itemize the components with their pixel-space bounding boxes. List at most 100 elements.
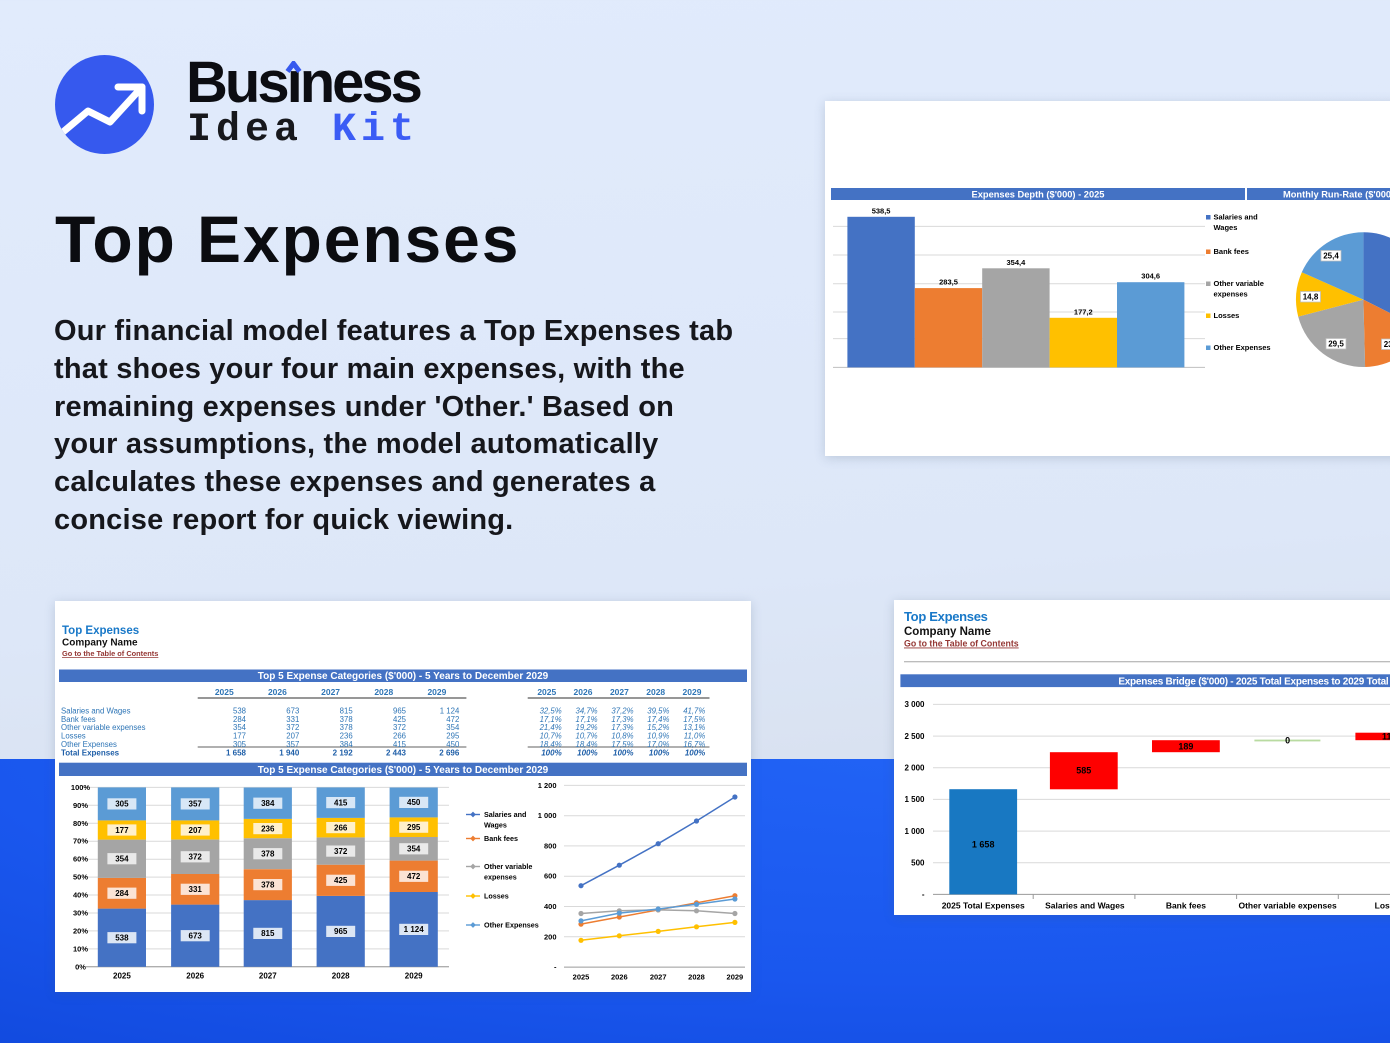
svg-text:2 000: 2 000: [904, 764, 925, 773]
svg-text:2025 Total Expenses: 2025 Total Expenses: [942, 901, 1025, 911]
svg-text:585: 585: [1076, 766, 1091, 776]
svg-text:305: 305: [115, 800, 129, 809]
svg-text:425: 425: [334, 876, 348, 885]
svg-text:283,5: 283,5: [939, 278, 958, 287]
svg-text:1 500: 1 500: [904, 795, 925, 804]
svg-text:Salaries and: Salaries and: [484, 810, 526, 819]
svg-text:965: 965: [393, 707, 407, 716]
svg-text:2 696: 2 696: [439, 748, 460, 757]
svg-text:21,4%: 21,4%: [539, 723, 562, 732]
svg-text:354: 354: [446, 723, 460, 732]
svg-text:378: 378: [340, 723, 353, 732]
svg-text:1 658: 1 658: [972, 840, 995, 850]
svg-text:200: 200: [544, 932, 557, 941]
svg-text:673: 673: [286, 707, 299, 716]
svg-text:-: -: [922, 890, 925, 899]
svg-text:538: 538: [115, 933, 129, 942]
svg-text:2029: 2029: [683, 687, 702, 697]
svg-text:41,7%: 41,7%: [683, 707, 705, 716]
svg-text:Other variable expenses: Other variable expenses: [1238, 901, 1337, 911]
svg-text:357: 357: [286, 740, 299, 749]
svg-text:450: 450: [446, 740, 460, 749]
svg-text:472: 472: [446, 715, 459, 724]
svg-text:1 940: 1 940: [279, 748, 300, 757]
svg-text:2027: 2027: [259, 972, 277, 981]
svg-text:Other variable: Other variable: [484, 862, 532, 871]
svg-text:284: 284: [233, 715, 247, 724]
svg-text:2028: 2028: [374, 687, 393, 697]
svg-text:40%: 40%: [73, 891, 88, 900]
svg-text:815: 815: [261, 929, 275, 938]
svg-text:32,5%: 32,5%: [540, 707, 562, 716]
svg-text:34,7%: 34,7%: [575, 707, 597, 716]
svg-text:expenses: expenses: [1214, 290, 1248, 299]
svg-text:118: 118: [1382, 732, 1390, 742]
svg-text:17,3%: 17,3%: [611, 715, 633, 724]
svg-text:384: 384: [340, 740, 354, 749]
svg-text:Go to the Table of Contents: Go to the Table of Contents: [62, 649, 158, 658]
svg-text:2029: 2029: [427, 687, 446, 697]
svg-text:1 658: 1 658: [226, 748, 247, 757]
svg-text:17,0%: 17,0%: [647, 740, 669, 749]
svg-text:10,8%: 10,8%: [611, 732, 633, 741]
svg-text:100%: 100%: [613, 748, 633, 757]
svg-text:0%: 0%: [75, 962, 86, 971]
svg-text:Monthly Run-Rate ($'000) - 202: Monthly Run-Rate ($'000) - 2025: [1283, 190, 1390, 200]
svg-text:10,7%: 10,7%: [540, 732, 562, 741]
svg-text:2029: 2029: [727, 973, 744, 982]
svg-text:2025: 2025: [215, 687, 234, 697]
svg-text:90%: 90%: [73, 801, 88, 810]
svg-text:Other Expenses: Other Expenses: [484, 921, 539, 930]
svg-text:331: 331: [286, 715, 299, 724]
svg-text:17,4%: 17,4%: [647, 715, 669, 724]
svg-text:10%: 10%: [73, 944, 88, 953]
svg-text:965: 965: [334, 927, 348, 936]
svg-text:18,4%: 18,4%: [540, 740, 562, 749]
svg-text:11,0%: 11,0%: [684, 732, 706, 741]
svg-text:Salaries and: Salaries and: [1214, 213, 1259, 222]
svg-text:Wages: Wages: [1214, 223, 1238, 232]
svg-text:39,5%: 39,5%: [647, 707, 669, 716]
svg-text:354: 354: [233, 723, 247, 732]
svg-text:673: 673: [189, 931, 203, 940]
svg-text:177: 177: [233, 732, 246, 741]
svg-text:295: 295: [446, 732, 460, 741]
svg-text:354: 354: [115, 855, 129, 864]
svg-text:1 124: 1 124: [440, 707, 460, 716]
svg-text:Bank fees: Bank fees: [1166, 901, 1206, 911]
svg-text:100%: 100%: [685, 748, 705, 757]
svg-text:17,5%: 17,5%: [683, 715, 705, 724]
svg-text:Losses: Losses: [1214, 311, 1240, 320]
svg-text:357: 357: [189, 800, 203, 809]
svg-text:Company Name: Company Name: [62, 638, 138, 649]
svg-text:14,8: 14,8: [1303, 293, 1319, 302]
svg-text:37,2%: 37,2%: [611, 707, 633, 716]
svg-text:354: 354: [407, 845, 421, 854]
svg-text:15,2%: 15,2%: [647, 723, 669, 732]
svg-text:207: 207: [189, 826, 203, 835]
svg-text:17,3%: 17,3%: [611, 723, 633, 732]
svg-text:500: 500: [911, 859, 925, 868]
svg-text:600: 600: [544, 872, 557, 881]
svg-text:Salaries and Wages: Salaries and Wages: [61, 707, 131, 716]
svg-text:70%: 70%: [73, 837, 88, 846]
svg-text:295: 295: [407, 823, 421, 832]
svg-text:0: 0: [1285, 736, 1290, 746]
svg-text:50%: 50%: [73, 873, 88, 882]
svg-text:800: 800: [544, 841, 557, 850]
svg-text:425: 425: [393, 715, 407, 724]
svg-text:2025: 2025: [113, 972, 131, 981]
svg-text:18,4%: 18,4%: [575, 740, 597, 749]
svg-text:538: 538: [233, 707, 246, 716]
svg-text:2026: 2026: [611, 973, 628, 982]
svg-text:378: 378: [261, 849, 275, 858]
svg-text:1 124: 1 124: [404, 925, 425, 934]
svg-text:1 000: 1 000: [538, 811, 557, 820]
svg-text:372: 372: [189, 853, 203, 862]
svg-text:30%: 30%: [73, 908, 88, 917]
svg-text:Losses: Losses: [61, 732, 86, 741]
svg-text:Top 5 Expense Categories ($'00: Top 5 Expense Categories ($'000) - 5 Yea…: [258, 671, 549, 682]
svg-text:266: 266: [334, 823, 348, 832]
svg-text:Go to the Table of Contents: Go to the Table of Contents: [904, 639, 1019, 649]
svg-text:177,2: 177,2: [1074, 307, 1093, 316]
